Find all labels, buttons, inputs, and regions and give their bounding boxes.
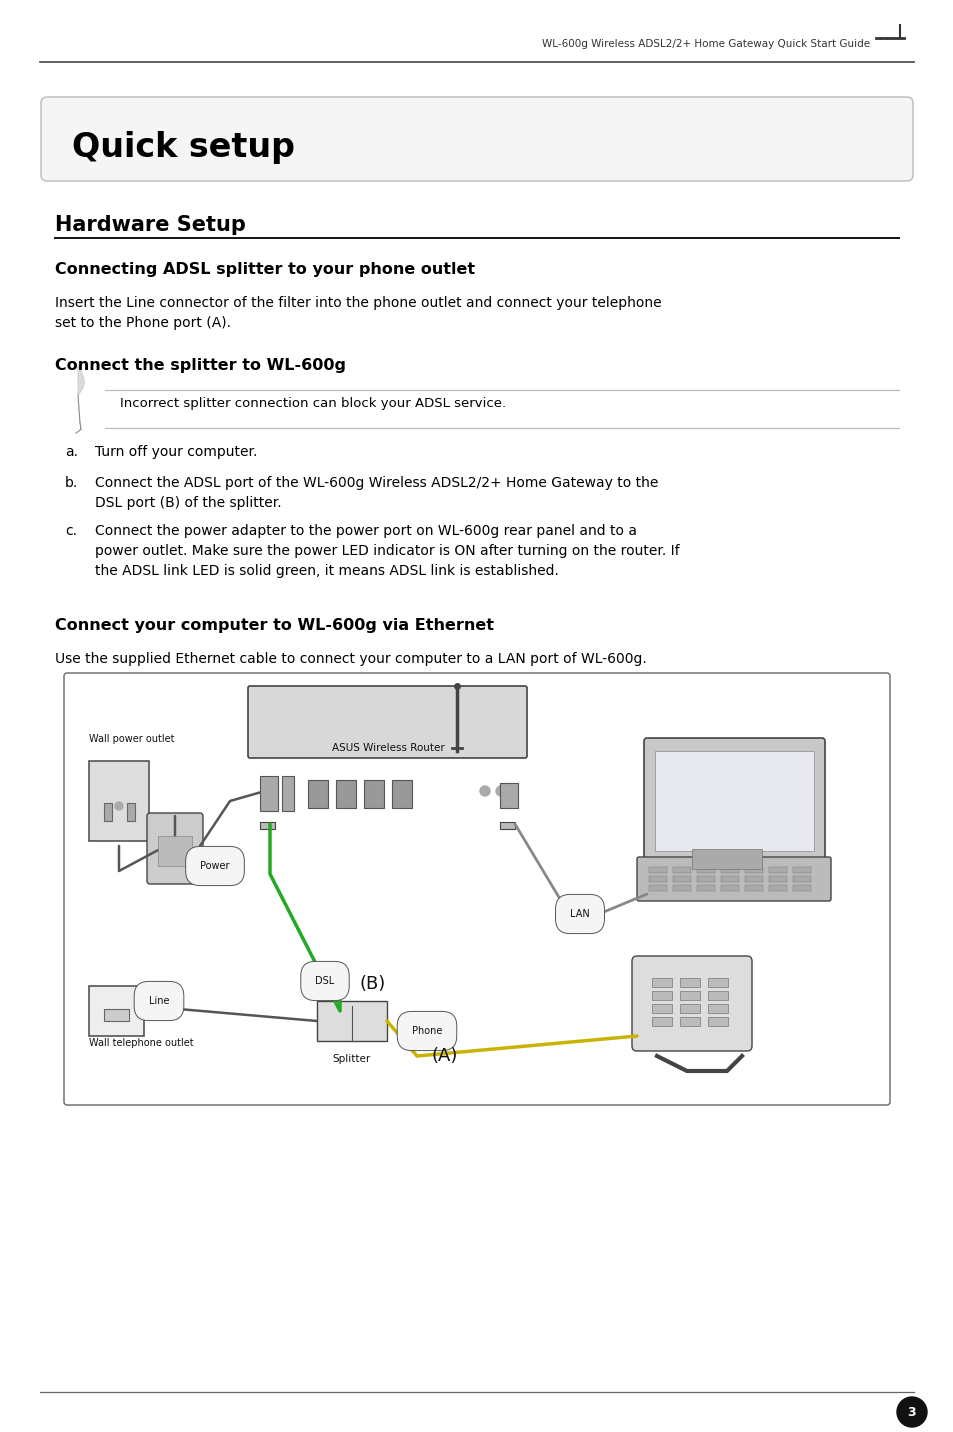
Bar <box>392 780 412 808</box>
Text: Connect the splitter to WL-600g: Connect the splitter to WL-600g <box>55 358 346 372</box>
Bar <box>707 978 727 987</box>
Bar <box>260 776 277 811</box>
Text: Hardware Setup: Hardware Setup <box>55 215 246 235</box>
Text: a.: a. <box>65 445 78 460</box>
Bar <box>768 866 786 874</box>
Bar <box>697 876 714 882</box>
FancyBboxPatch shape <box>64 673 889 1106</box>
Polygon shape <box>78 365 84 395</box>
FancyBboxPatch shape <box>248 686 526 758</box>
Bar <box>691 849 761 869</box>
Bar <box>707 1004 727 1012</box>
Bar <box>672 866 690 874</box>
Bar <box>697 885 714 891</box>
Bar <box>707 1017 727 1025</box>
Bar <box>158 836 192 866</box>
Bar <box>648 866 666 874</box>
Bar <box>89 760 149 841</box>
Bar <box>679 1017 700 1025</box>
Text: Wall telephone outlet: Wall telephone outlet <box>89 1038 193 1048</box>
Text: Insert the Line connector of the filter into the phone outlet and connect your t: Insert the Line connector of the filter … <box>55 296 661 329</box>
Text: DSL: DSL <box>315 977 335 987</box>
Bar <box>744 876 762 882</box>
Bar <box>744 885 762 891</box>
Bar <box>707 991 727 1000</box>
FancyBboxPatch shape <box>147 813 203 884</box>
Text: (A): (A) <box>432 1047 457 1065</box>
Bar <box>104 803 112 821</box>
FancyBboxPatch shape <box>637 856 830 901</box>
FancyBboxPatch shape <box>631 957 751 1051</box>
Bar <box>679 991 700 1000</box>
Bar <box>651 1004 671 1012</box>
Text: WL-600g Wireless ADSL2/2+ Home Gateway Quick Start Guide: WL-600g Wireless ADSL2/2+ Home Gateway Q… <box>541 39 869 49</box>
Bar <box>499 783 517 808</box>
Bar <box>104 1010 129 1021</box>
Bar <box>744 866 762 874</box>
Text: Connect the ADSL port of the WL-600g Wireless ADSL2/2+ Home Gateway to the
DSL p: Connect the ADSL port of the WL-600g Wir… <box>95 475 658 510</box>
Circle shape <box>479 786 490 796</box>
Text: LAN: LAN <box>570 909 589 919</box>
Bar <box>679 1004 700 1012</box>
Bar <box>89 987 144 1035</box>
Bar <box>672 885 690 891</box>
Circle shape <box>496 786 505 796</box>
Bar <box>792 885 810 891</box>
Text: Phone: Phone <box>412 1025 442 1035</box>
Bar <box>697 866 714 874</box>
Bar <box>499 822 515 829</box>
Text: Connect the power adapter to the power port on WL-600g rear panel and to a
power: Connect the power adapter to the power p… <box>95 524 679 579</box>
Bar <box>720 885 739 891</box>
Text: c.: c. <box>65 524 77 538</box>
Bar <box>679 978 700 987</box>
Bar <box>651 978 671 987</box>
Bar <box>308 780 328 808</box>
Bar <box>655 750 813 851</box>
Bar <box>316 1001 387 1041</box>
Text: Incorrect splitter connection can block your ADSL service.: Incorrect splitter connection can block … <box>120 397 506 410</box>
Bar <box>364 780 384 808</box>
Text: Quick setup: Quick setup <box>71 132 294 165</box>
Text: Use the supplied Ethernet cable to connect your computer to a LAN port of WL-600: Use the supplied Ethernet cable to conne… <box>55 652 646 666</box>
Circle shape <box>115 802 123 811</box>
Bar <box>260 822 274 829</box>
Bar <box>720 876 739 882</box>
Bar <box>792 866 810 874</box>
Bar <box>720 866 739 874</box>
Bar <box>792 876 810 882</box>
Bar <box>768 885 786 891</box>
Circle shape <box>896 1398 926 1428</box>
Bar <box>672 876 690 882</box>
Text: Connect your computer to WL-600g via Ethernet: Connect your computer to WL-600g via Eth… <box>55 619 494 633</box>
Text: Line: Line <box>149 997 169 1007</box>
FancyBboxPatch shape <box>643 737 824 862</box>
Text: b.: b. <box>65 475 78 490</box>
Text: Wall power outlet: Wall power outlet <box>89 735 174 745</box>
Bar <box>768 876 786 882</box>
Text: Splitter: Splitter <box>333 1054 371 1064</box>
Text: 3: 3 <box>906 1405 915 1419</box>
Bar <box>648 876 666 882</box>
Bar <box>335 780 355 808</box>
FancyBboxPatch shape <box>41 97 912 180</box>
Text: Turn off your computer.: Turn off your computer. <box>95 445 257 460</box>
Text: Power: Power <box>200 861 230 871</box>
Text: ASUS Wireless Router: ASUS Wireless Router <box>332 743 444 753</box>
Bar <box>648 885 666 891</box>
Bar <box>651 1017 671 1025</box>
Text: Connecting ADSL splitter to your phone outlet: Connecting ADSL splitter to your phone o… <box>55 262 475 276</box>
Bar <box>282 776 294 811</box>
Bar <box>651 991 671 1000</box>
Bar <box>127 803 135 821</box>
Text: (B): (B) <box>359 975 386 992</box>
